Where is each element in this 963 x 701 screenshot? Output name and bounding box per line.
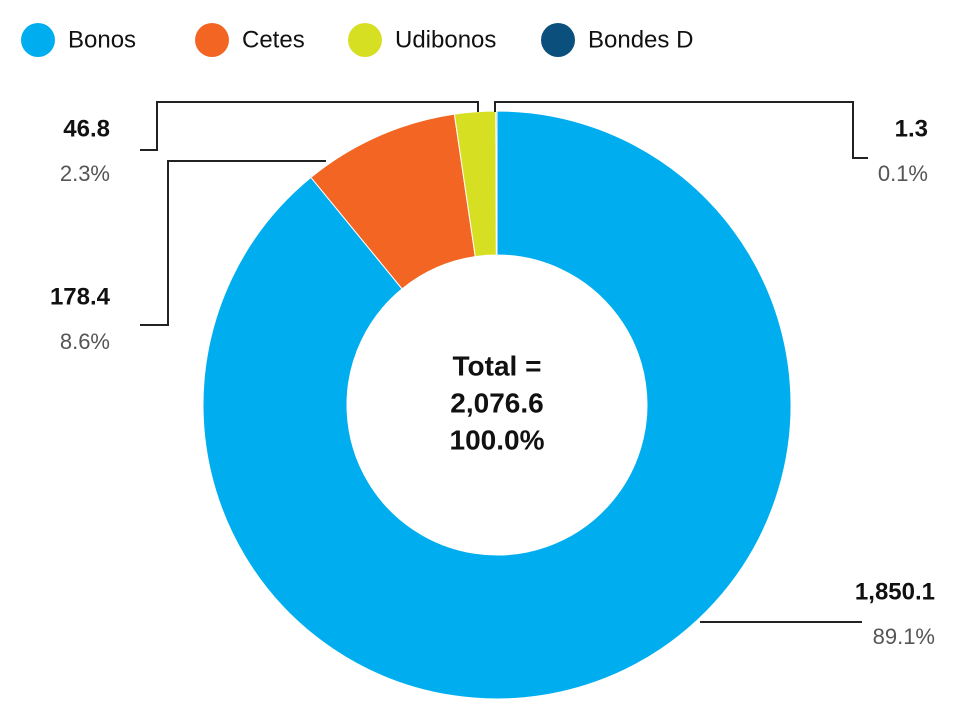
percentage-label: 8.6%	[60, 329, 110, 354]
labels: 1,850.1 89.1% 178.4 8.6% 46.8 2.3% 1.3 0.1%	[50, 101, 935, 649]
slice	[495, 110, 498, 256]
legend-label: Udibonos	[395, 26, 496, 53]
legend: Bonos Cetes Udibonos Bondes D	[21, 23, 693, 57]
legend-label: Bondes D	[588, 26, 693, 53]
legend-swatch	[541, 23, 575, 57]
legend-swatch	[21, 23, 55, 57]
donut	[202, 110, 792, 700]
value-label: 178.4	[50, 283, 111, 310]
leader-line	[494, 101, 868, 159]
legend-label: Cetes	[242, 26, 305, 53]
leader-line	[140, 160, 326, 326]
leader-line	[140, 101, 479, 151]
center-text: 2,076.6	[450, 387, 543, 418]
percentage-label: 89.1%	[873, 624, 935, 649]
percentage-label: 2.3%	[60, 161, 110, 186]
center-text: Total =	[453, 350, 542, 381]
value-label: 1.3	[895, 115, 928, 142]
value-label: 46.8	[63, 115, 110, 142]
percentage-label: 0.1%	[878, 161, 928, 186]
slice	[202, 110, 792, 700]
legend-swatch	[195, 23, 229, 57]
center-text: 100.0%	[450, 424, 545, 455]
legend-label: Bonos	[68, 26, 136, 53]
value-label: 1,850.1	[855, 578, 935, 605]
legend-swatch	[348, 23, 382, 57]
